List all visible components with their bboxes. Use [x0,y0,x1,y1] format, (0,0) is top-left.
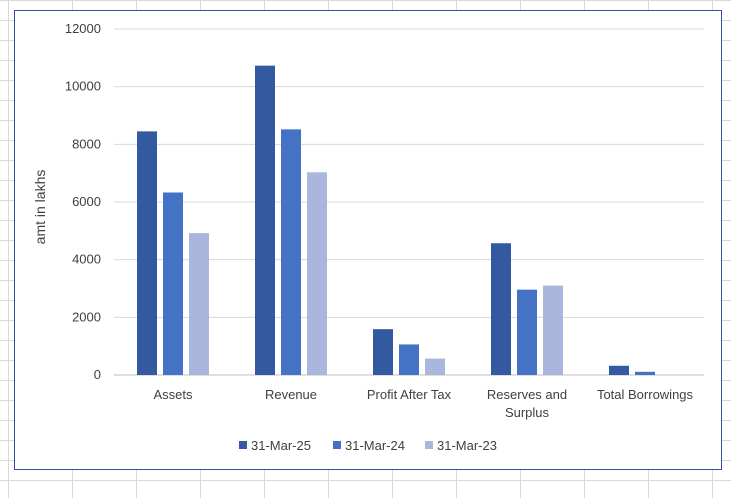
bars [137,65,655,375]
bar [635,371,655,375]
bar [399,344,419,375]
x-tick-label: Surplus [505,405,550,420]
y-tick-label: 8000 [72,136,101,151]
bar [189,233,209,375]
x-tick-label: Assets [153,387,193,402]
x-tick-label: Revenue [265,387,317,402]
bar [137,131,157,375]
legend-swatch [239,441,247,449]
legend-label: 31-Mar-25 [251,438,311,453]
legend-label: 31-Mar-24 [345,438,405,453]
y-tick-label: 2000 [72,309,101,324]
bar [281,129,301,375]
legend-swatch [333,441,341,449]
bar [609,365,629,375]
y-axis-label: amt in lakhs [32,170,48,245]
x-axis-categories: Assets Revenue Profit After Tax Reserves an… [153,387,693,420]
chart-frame: 0 2000 4000 6000 8000 10000 12000 Assets Revenu… [14,10,722,470]
bar [543,285,563,375]
bar [491,243,511,375]
x-tick-label: Profit After Tax [367,387,452,402]
y-tick-label: 12000 [65,21,101,36]
bar [425,358,445,375]
legend-swatch [425,441,433,449]
bar-chart: 0 2000 4000 6000 8000 10000 12000 Assets Revenu… [32,21,704,453]
x-tick-label: Total Borrowings [597,387,694,402]
x-tick-label: Reserves and [487,387,567,402]
y-tick-label: 6000 [72,194,101,209]
bar [307,172,327,375]
gridlines [114,28,704,376]
bar [517,289,537,375]
y-tick-label: 10000 [65,79,101,94]
bar [373,329,393,375]
bar [255,65,275,375]
y-tick-label: 0 [94,367,101,382]
legend-label: 31-Mar-23 [437,438,497,453]
legend: 31-Mar-25 31-Mar-24 31-Mar-23 [239,438,497,453]
y-axis-ticks: 0 2000 4000 6000 8000 10000 12000 [65,21,101,382]
y-tick-label: 4000 [72,252,101,267]
bar [163,192,183,375]
